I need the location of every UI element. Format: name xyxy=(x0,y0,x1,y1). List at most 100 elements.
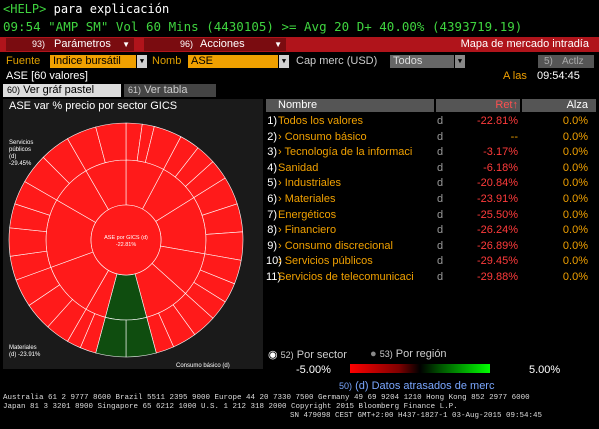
tab-table-key: 61) xyxy=(128,85,142,95)
row-index: 3) xyxy=(267,146,277,159)
table-row[interactable]: 9) › Consumo discrecional d -26.89% 0.0% xyxy=(266,239,596,254)
chart-title: ASE var % precio por sector GICS xyxy=(9,100,178,112)
radio-unselected-icon: ● xyxy=(370,348,377,360)
group-by-region-radio[interactable]: ● 53) Por región xyxy=(370,348,447,360)
help-text: para explicación xyxy=(53,2,170,16)
row-index: 9) xyxy=(267,239,277,252)
chart-label-consumo: Consumo básico (d) xyxy=(176,363,230,369)
row-name: › Industriales xyxy=(278,177,341,190)
tab-pie-chart[interactable]: 60) Ver gráf pastel xyxy=(3,84,121,97)
fuente-select[interactable]: Indice bursátil xyxy=(50,55,136,68)
row-alza: 0.0% xyxy=(562,177,588,190)
chart-label-line: Servicios xyxy=(9,140,34,146)
index-label: ASE [60 valores] xyxy=(6,70,88,82)
delayed-data-link[interactable]: 50) (d) Datos atrasados de merc xyxy=(339,380,494,392)
legend-max: 5.00% xyxy=(529,364,561,376)
table-row[interactable]: 8) › Financiero d -26.24% 0.0% xyxy=(266,223,596,238)
table-row[interactable]: 6) › Materiales d -23.91% 0.0% xyxy=(266,192,596,207)
help-key[interactable]: <HELP> xyxy=(3,2,47,16)
row-index: 4) xyxy=(267,161,277,174)
row-alza: 0.0% xyxy=(562,161,588,174)
parametros-label: Parámetros xyxy=(54,38,111,50)
row-name: › Financiero xyxy=(278,224,337,237)
tab-table-label: Ver tabla xyxy=(144,84,188,96)
row-index: 11) xyxy=(266,271,282,283)
row-return: -- xyxy=(510,130,518,143)
acciones-menu[interactable]: 96) Acciones ▼ xyxy=(144,38,286,51)
acciones-label: Acciones xyxy=(200,38,245,50)
chevron-down-icon: ▼ xyxy=(274,40,282,49)
chevron-down-icon[interactable]: ▼ xyxy=(279,55,289,68)
chevron-down-icon[interactable]: ▼ xyxy=(137,55,147,68)
row-return: -26.24% xyxy=(477,224,518,237)
row-alza: 0.0% xyxy=(562,255,588,268)
chart-label-line: -29.45% xyxy=(9,161,32,167)
row-alza: 0.0% xyxy=(562,208,588,221)
chevron-down-icon[interactable]: ▼ xyxy=(455,55,465,68)
col-header-ret[interactable]: Ret↑ xyxy=(436,99,520,112)
table-row[interactable]: 7) Energéticos d -25.50% 0.0% xyxy=(266,208,596,223)
page-title: Mapa de mercado intradía xyxy=(460,38,589,50)
table-row[interactable]: 3) › Tecnología de la informaci d -3.17% 0.0… xyxy=(266,145,596,160)
sector-sunburst-chart[interactable]: ASE por GICS (d)-22.81% xyxy=(3,113,263,369)
row-delayed-flag: d xyxy=(437,130,444,143)
row-return: -23.91% xyxy=(477,193,518,205)
table-row[interactable]: 2) › Consumo básico d -- 0.0% xyxy=(266,130,596,145)
parametros-key: 93) xyxy=(32,39,46,49)
time-value: 09:54:45 xyxy=(537,70,580,82)
chart-center[interactable] xyxy=(90,204,162,276)
row-name: Sanidad xyxy=(278,161,319,174)
table-row[interactable]: 5) › Industriales d -20.84% 0.0% xyxy=(266,176,596,191)
parametros-menu[interactable]: 93) Parámetros ▼ xyxy=(6,38,134,51)
row-index: 2) xyxy=(267,130,277,143)
row-name: › Materiales xyxy=(278,193,336,205)
sector-key: 52) xyxy=(280,350,294,360)
table-row[interactable]: 4) Sanidad d -6.18% 0.0% xyxy=(266,161,596,176)
nomb-label: Nomb xyxy=(152,55,182,67)
group-by-sector-radio[interactable]: ◉ 52) Por sector xyxy=(268,348,347,361)
nomb-input[interactable]: ASE xyxy=(188,55,278,68)
row-delayed-flag: d xyxy=(437,224,444,237)
tab-pie-key: 60) xyxy=(7,85,21,95)
row-return: -3.17% xyxy=(483,146,518,159)
chart-label-line: (d) -23.91% xyxy=(9,352,41,358)
chart-label-line: públicos xyxy=(9,147,32,153)
table-row[interactable]: 10) › Servicios públicos d -29.45% 0.0% xyxy=(266,254,596,269)
region-key: 53) xyxy=(379,349,393,359)
col-header-nombre[interactable]: Nombre xyxy=(266,99,434,112)
row-return: -25.50% xyxy=(477,208,518,221)
command-line[interactable]: 09:54 "AMP SM" Vol 60 Mins (4430105) >= … xyxy=(3,19,523,34)
actlz-label: Actlz xyxy=(562,56,584,67)
row-return: -6.18% xyxy=(483,161,518,174)
region-label: Por región xyxy=(395,348,447,360)
time-label: A las xyxy=(503,70,527,82)
row-delayed-flag: d xyxy=(437,115,444,127)
actlz-key: 5) xyxy=(544,56,553,67)
color-scale-bar xyxy=(350,364,490,373)
row-alza: 0.0% xyxy=(562,193,588,205)
cap-label: Cap merc (USD) xyxy=(296,55,378,67)
col-header-alza[interactable]: Alza xyxy=(522,99,596,112)
row-alza: 0.0% xyxy=(562,271,588,283)
table-row[interactable]: 1) Todos los valores d -22.81% 0.0% xyxy=(266,114,596,129)
row-return: -20.84% xyxy=(477,177,518,190)
cap-select[interactable]: Todos xyxy=(390,55,454,68)
row-delayed-flag: d xyxy=(437,208,444,221)
table-row[interactable]: 11) Servicios de telecomunicaci d -29.88% 0.… xyxy=(266,270,596,285)
stock-segment[interactable] xyxy=(8,227,48,257)
row-name: › Servicios públicos xyxy=(278,255,373,268)
row-alza: 0.0% xyxy=(562,224,588,237)
row-return: -29.45% xyxy=(477,255,518,268)
tab-table[interactable]: 61) Ver tabla xyxy=(124,84,216,97)
chart-center-label: ASE por GICS (d) xyxy=(104,235,148,241)
menu-bar: 93) Parámetros ▼ 96) Acciones ▼ Mapa de … xyxy=(0,37,599,52)
row-index: 7) xyxy=(267,208,277,221)
fuente-label: Fuente xyxy=(6,55,41,67)
actualizar-button[interactable]: 5) Actlz xyxy=(538,55,594,68)
row-index: 1) xyxy=(267,115,277,127)
acciones-key: 96) xyxy=(180,39,194,49)
row-index: 8) xyxy=(267,224,277,237)
row-index: 6) xyxy=(267,193,277,205)
row-alza: 0.0% xyxy=(562,130,588,143)
stock-segment[interactable] xyxy=(95,122,127,164)
